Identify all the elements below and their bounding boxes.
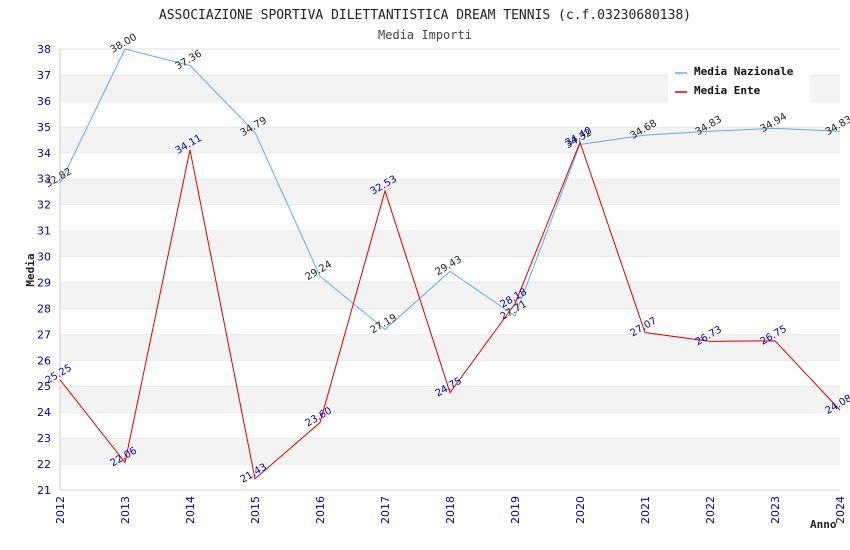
y-tick-label: 38 <box>37 43 51 56</box>
y-tick-label: 21 <box>37 484 51 497</box>
x-axis-label: Anno <box>810 518 837 531</box>
legend-label-ente: Media Ente <box>694 84 761 97</box>
y-tick-labels: 21 22 23 24 25 26 27 28 29 30 31 32 33 34 35 36 37 38 <box>37 43 51 497</box>
grid-band <box>60 464 840 490</box>
y-tick-label: 31 <box>37 225 51 238</box>
x-tick-label: 2013 <box>119 496 132 524</box>
grid-band <box>60 152 840 179</box>
y-tick-label: 32 <box>37 199 51 212</box>
y-tick-label: 36 <box>37 95 51 108</box>
y-tick-label: 22 <box>37 458 51 471</box>
y-tick-label: 26 <box>37 354 51 367</box>
x-tick-label: 2023 <box>769 496 782 524</box>
x-tick-label: 2017 <box>379 496 392 524</box>
y-axis-label: Media <box>24 253 37 286</box>
legend: Media Nazionale Media Ente <box>668 60 810 102</box>
legend-label-nazionale: Media Nazionale <box>694 65 794 78</box>
x-tick-label: 2014 <box>184 496 197 524</box>
grid-band <box>60 100 840 127</box>
x-tick-label: 2018 <box>444 496 457 524</box>
grid-band <box>60 308 840 335</box>
chart-subtitle: Media Importi <box>378 28 472 42</box>
grid-band <box>60 204 840 231</box>
y-tick-label: 27 <box>37 328 51 341</box>
grid-band <box>60 178 840 205</box>
axes <box>59 49 840 491</box>
x-tick-label: 2020 <box>574 496 587 524</box>
chart-title: ASSOCIAZIONE SPORTIVA DILETTANTISTICA DR… <box>159 8 691 23</box>
y-tick-label: 28 <box>37 302 51 315</box>
x-tick-label: 2015 <box>249 496 262 524</box>
grid-bands <box>60 48 840 490</box>
grid-band <box>60 230 840 257</box>
grid-band <box>60 412 840 439</box>
x-tick-labels: 2012 2013 2014 2015 2016 2017 2018 2019 2020 2021… <box>54 496 847 524</box>
y-tick-label: 29 <box>37 276 51 289</box>
series-line-nazionale <box>59 48 841 331</box>
x-tick-label: 2021 <box>639 496 652 524</box>
series-lines <box>59 48 841 480</box>
legend-box <box>668 60 810 102</box>
grid-band <box>60 256 840 283</box>
y-tick-label: 33 <box>37 173 51 186</box>
grid-band <box>60 334 840 361</box>
series-line-ente <box>59 140 841 480</box>
y-tick-label: 24 <box>37 406 51 419</box>
y-tick-label: 30 <box>37 251 51 264</box>
y-tick-label: 37 <box>37 69 51 82</box>
x-tick-label: 2024 <box>834 496 847 524</box>
y-tick-label: 34 <box>37 147 51 160</box>
grid-band <box>60 360 840 387</box>
y-tick-label: 35 <box>37 121 51 134</box>
grid-band <box>60 438 840 465</box>
x-tick-label: 2012 <box>54 496 67 524</box>
grid-band <box>60 386 840 413</box>
grid-band <box>60 282 840 309</box>
x-tick-label: 2019 <box>509 496 522 524</box>
x-tick-label: 2022 <box>704 496 717 524</box>
y-tick-label: 23 <box>37 432 51 445</box>
y-tick-label: 25 <box>37 380 51 393</box>
x-tick-label: 2016 <box>314 496 327 524</box>
